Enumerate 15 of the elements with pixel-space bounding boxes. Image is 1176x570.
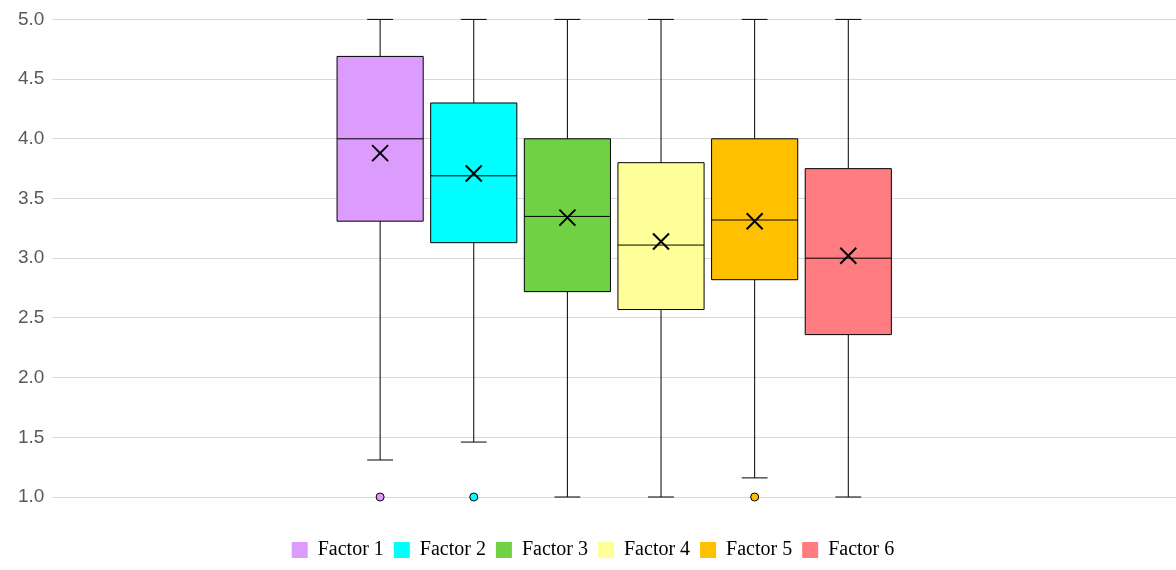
- y-tick-label: 4.0: [17, 127, 45, 149]
- legend-label: Factor 2: [419, 537, 486, 560]
- y-tick-label: 2.5: [17, 306, 45, 328]
- y-tick-label: 5.0: [17, 7, 45, 29]
- y-tick-label: 3.0: [17, 246, 45, 268]
- y-tick-label: 3.5: [17, 186, 45, 208]
- y-tick-label: 4.5: [17, 67, 45, 89]
- y-tick-label: 1.5: [17, 425, 45, 447]
- legend-label: Factor 1: [317, 537, 384, 560]
- y-tick-label: 2.0: [17, 365, 45, 387]
- y-tick-label: 1.0: [17, 485, 45, 507]
- legend-label: Factor 5: [726, 537, 793, 560]
- legend-label: Factor 6: [828, 537, 895, 560]
- legend-label: Factor 4: [624, 537, 691, 560]
- legend-label: Factor 3: [521, 537, 588, 560]
